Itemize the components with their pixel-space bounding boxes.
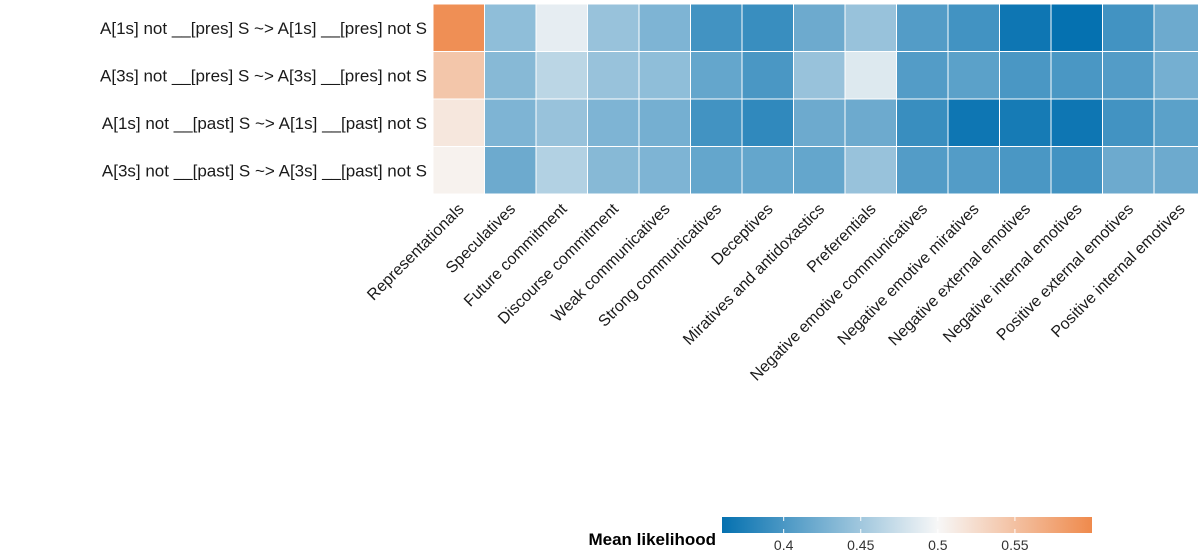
heatmap-cell	[587, 98, 640, 147]
heatmap-cell	[432, 98, 485, 147]
heatmap-cell	[432, 51, 485, 100]
heatmap-cell	[638, 98, 691, 147]
row-labels: A[1s] not __[pres] S ~> A[1s] __[pres] n…	[100, 19, 427, 181]
legend-tick-label: 0.5	[928, 537, 948, 553]
heatmap-cell	[1050, 98, 1103, 147]
heatmap-cell	[844, 98, 897, 147]
heatmap-cell	[1153, 98, 1198, 147]
heatmap-cell	[638, 146, 691, 195]
heatmap-cell	[793, 3, 846, 52]
heatmap-cell	[1102, 3, 1155, 52]
heatmap-cell	[690, 146, 743, 195]
legend-tick-label: 0.55	[1001, 537, 1028, 553]
heatmap-cell	[484, 3, 537, 52]
legend-tick-label: 0.4	[774, 537, 794, 553]
legend-tick-label: 0.45	[847, 537, 874, 553]
heatmap-cell	[587, 51, 640, 100]
row-label: A[1s] not __[pres] S ~> A[1s] __[pres] n…	[100, 19, 427, 38]
heatmap-cell	[587, 3, 640, 52]
legend-title: Mean likelihood	[588, 530, 716, 549]
heatmap-cell	[947, 51, 1000, 100]
row-label: A[1s] not __[past] S ~> A[1s] __[past] n…	[102, 114, 427, 133]
heatmap-cell	[741, 146, 794, 195]
heatmap-cell	[1102, 51, 1155, 100]
heatmap-cell	[741, 3, 794, 52]
heatmap-cell	[947, 146, 1000, 195]
heatmap-cell	[1050, 51, 1103, 100]
heatmap-cell	[999, 51, 1052, 100]
heatmap-cell	[484, 146, 537, 195]
row-label: A[3s] not __[pres] S ~> A[3s] __[pres] n…	[100, 66, 427, 85]
heatmap-cell	[896, 51, 949, 100]
heatmap-cell	[844, 146, 897, 195]
heatmap-cell	[793, 51, 846, 100]
heatmap-cell	[484, 98, 537, 147]
legend: Mean likelihood 0.4 0.45 0.5 0.55	[588, 517, 1092, 553]
heatmap-cell	[535, 3, 588, 52]
heatmap-cell	[690, 51, 743, 100]
heatmap-cell	[999, 3, 1052, 52]
heatmap-cell	[896, 98, 949, 147]
heatmap-cell	[947, 98, 1000, 147]
heatmap-cell	[535, 51, 588, 100]
heatmap-cell	[844, 3, 897, 52]
heatmap-cell	[1153, 51, 1198, 100]
heatmap-cell	[793, 146, 846, 195]
heatmap-cell	[587, 146, 640, 195]
heatmap-cell	[1102, 146, 1155, 195]
heatmap-cell	[535, 98, 588, 147]
heatmap-cell	[999, 146, 1052, 195]
heatmap-cell	[741, 98, 794, 147]
heatmap-cell	[947, 3, 1000, 52]
heatmap-cell	[999, 98, 1052, 147]
heatmap-cell	[844, 51, 897, 100]
legend-colorbar	[722, 517, 1092, 533]
row-label: A[3s] not __[past] S ~> A[3s] __[past] n…	[102, 161, 427, 180]
legend-ticks: 0.4 0.45 0.5 0.55	[774, 517, 1029, 553]
heatmap-cell	[432, 146, 485, 195]
heatmap-cell	[793, 98, 846, 147]
heatmap-cell	[896, 3, 949, 52]
heatmap-cell	[535, 146, 588, 195]
heatmap-cells	[432, 3, 1198, 195]
heatmap-cell	[638, 3, 691, 52]
heatmap-cell	[1102, 98, 1155, 147]
heatmap-cell	[1153, 3, 1198, 52]
heatmap-cell	[741, 51, 794, 100]
heatmap-cell	[690, 3, 743, 52]
heatmap-cell	[484, 51, 537, 100]
heatmap-cell	[638, 51, 691, 100]
heatmap-cell	[1153, 146, 1198, 195]
heatmap-cell	[1050, 146, 1103, 195]
column-label: Representationals	[364, 201, 467, 304]
heatmap-cell	[1050, 3, 1103, 52]
heatmap-cell	[432, 3, 485, 52]
heatmap-cell	[690, 98, 743, 147]
heatmap-cell	[896, 146, 949, 195]
